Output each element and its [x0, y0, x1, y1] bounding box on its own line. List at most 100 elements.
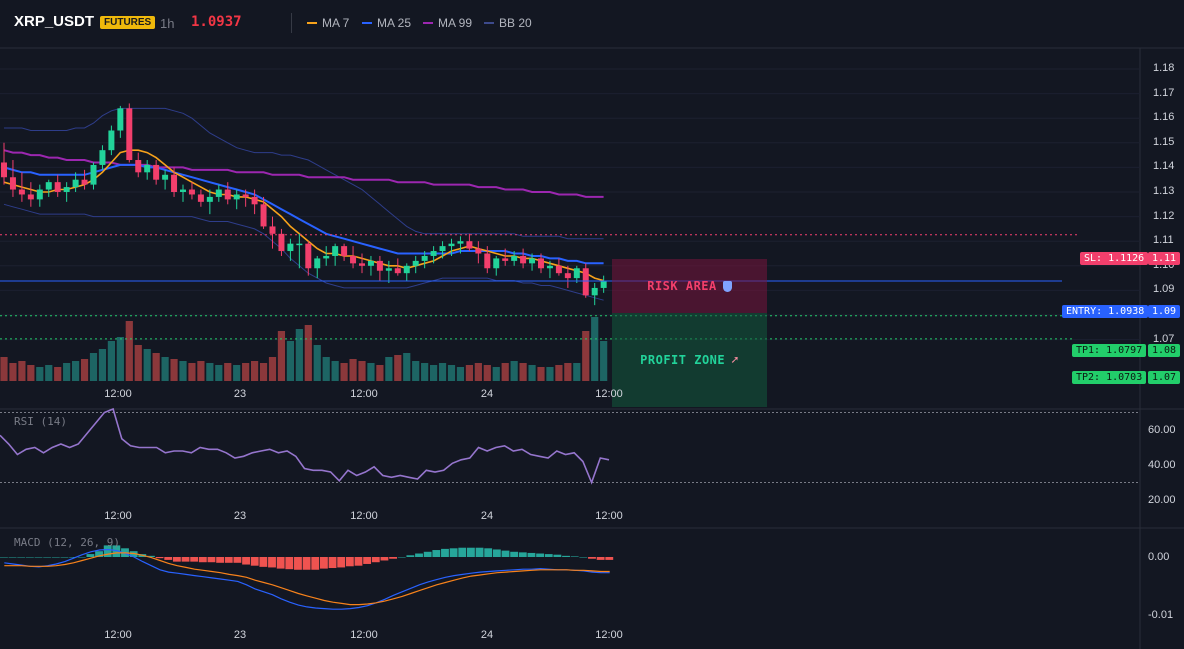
price-tick-label: 1.17 — [1153, 86, 1175, 99]
candle-body — [278, 233, 285, 252]
candle-body — [153, 164, 160, 180]
volume-bar — [161, 357, 169, 381]
volume-bar — [9, 363, 17, 381]
macd-histogram-bar — [389, 557, 398, 559]
macd-histogram-bar — [458, 547, 467, 557]
legend-ma99[interactable]: MA 99 — [423, 16, 472, 30]
bb-upper-line — [4, 107, 604, 240]
macd-histogram-bar — [285, 557, 294, 570]
candle-body — [439, 246, 446, 252]
ma25-line — [3, 163, 604, 265]
macd-histogram-bar — [34, 557, 43, 558]
candle-body — [117, 108, 124, 131]
volume-bar — [179, 361, 187, 381]
timeframe-label[interactable]: 1h — [160, 16, 175, 31]
volume-bar — [36, 367, 44, 381]
tp1-axis-value: 1.08 — [1148, 344, 1181, 357]
tp2-tag: TP2: 1.0703 — [1072, 371, 1147, 384]
macd-histogram-bar — [190, 557, 199, 562]
macd-histogram-bar — [337, 557, 346, 568]
legend-ma7-label: MA 7 — [322, 16, 350, 30]
macd-histogram-bar — [8, 557, 17, 558]
macd-histogram-bar — [181, 557, 190, 562]
candle-body — [215, 189, 222, 197]
candle-body — [367, 260, 374, 266]
candle-body — [520, 255, 527, 264]
macd-histogram-bar — [207, 557, 216, 563]
macd-histogram-bar — [354, 557, 363, 566]
price-tick-label: 1.09 — [1153, 283, 1175, 296]
candle-body — [99, 150, 106, 165]
entry-tag: ENTRY: 1.0938 — [1062, 305, 1149, 318]
risk-area-zone: RISK AREA — [612, 259, 767, 313]
macd-histogram-bar — [224, 557, 233, 563]
candle-body — [287, 243, 294, 252]
time-tick-label: 23 — [233, 629, 247, 641]
volume-bar — [412, 361, 420, 381]
symbol-name[interactable]: XRP_USDT — [14, 13, 95, 30]
futures-badge: FUTURES — [100, 16, 156, 29]
sl-axis-value: 1.11 — [1148, 252, 1181, 265]
volume-bar — [582, 331, 590, 381]
macd-histogram-bar — [527, 552, 536, 557]
time-tick-label: 12:00 — [350, 629, 378, 641]
candle-body — [72, 179, 79, 188]
time-tick-label: 24 — [480, 510, 494, 522]
macd-histogram-bar — [492, 549, 501, 557]
candle-body — [466, 241, 473, 249]
volume-bar — [107, 341, 115, 381]
macd-histogram-bar — [536, 553, 545, 557]
legend-ma7[interactable]: MA 7 — [307, 16, 349, 30]
candle-body — [18, 189, 25, 195]
macd-histogram-bar — [155, 557, 164, 559]
macd-histogram-bar — [484, 548, 493, 557]
macd-histogram-bar — [233, 557, 242, 563]
price-tick-label: 1.15 — [1153, 135, 1175, 148]
macd-histogram-bar — [86, 554, 95, 557]
volume-bar — [45, 365, 53, 381]
macd-histogram-bar — [501, 550, 510, 557]
time-tick-label: 12:00 — [350, 510, 378, 522]
volume-bar — [492, 367, 500, 381]
volume-bar — [89, 353, 98, 381]
volume-bar — [286, 341, 294, 381]
volume-bar — [251, 361, 259, 381]
volume-bar — [304, 325, 312, 381]
volume-bar — [573, 363, 581, 381]
volume-bar — [143, 349, 151, 381]
macd-histogram-bar — [345, 557, 354, 567]
candle-body — [135, 160, 142, 173]
time-tick-label: 23 — [233, 510, 247, 522]
time-tick-label: 12:00 — [350, 388, 378, 400]
volume-bar — [358, 361, 366, 381]
macd-histogram-bar — [77, 557, 86, 558]
ma7-line — [3, 149, 604, 282]
legend-ma25[interactable]: MA 25 — [362, 16, 411, 30]
volume-bar — [528, 365, 536, 381]
candle-body — [206, 196, 213, 202]
macd-line — [4, 548, 610, 610]
bb20-swatch-icon — [484, 22, 494, 24]
legend-bb20[interactable]: BB 20 — [484, 16, 532, 30]
volume-bar — [259, 363, 268, 381]
volume-bar — [295, 329, 303, 381]
candle-body — [36, 189, 43, 200]
macd-histogram-bar — [423, 551, 432, 557]
candle-body — [475, 248, 482, 254]
volume-bar — [510, 361, 518, 381]
time-tick-label: 12:00 — [595, 388, 623, 400]
macd-histogram-bar — [363, 557, 372, 564]
candle-body — [260, 204, 267, 227]
volume-bar — [465, 365, 473, 381]
volume-bar — [376, 365, 384, 381]
legend-ma25-label: MA 25 — [377, 16, 412, 30]
time-tick-label: 24 — [480, 629, 494, 641]
macd-histogram-bar — [172, 557, 181, 562]
candle-body — [242, 194, 249, 197]
price-tick-label: 1.16 — [1153, 111, 1175, 124]
volume-bar — [54, 367, 62, 381]
entry-axis-value: 1.09 — [1148, 305, 1181, 318]
volume-bar — [98, 349, 107, 381]
candle-body — [233, 194, 240, 200]
